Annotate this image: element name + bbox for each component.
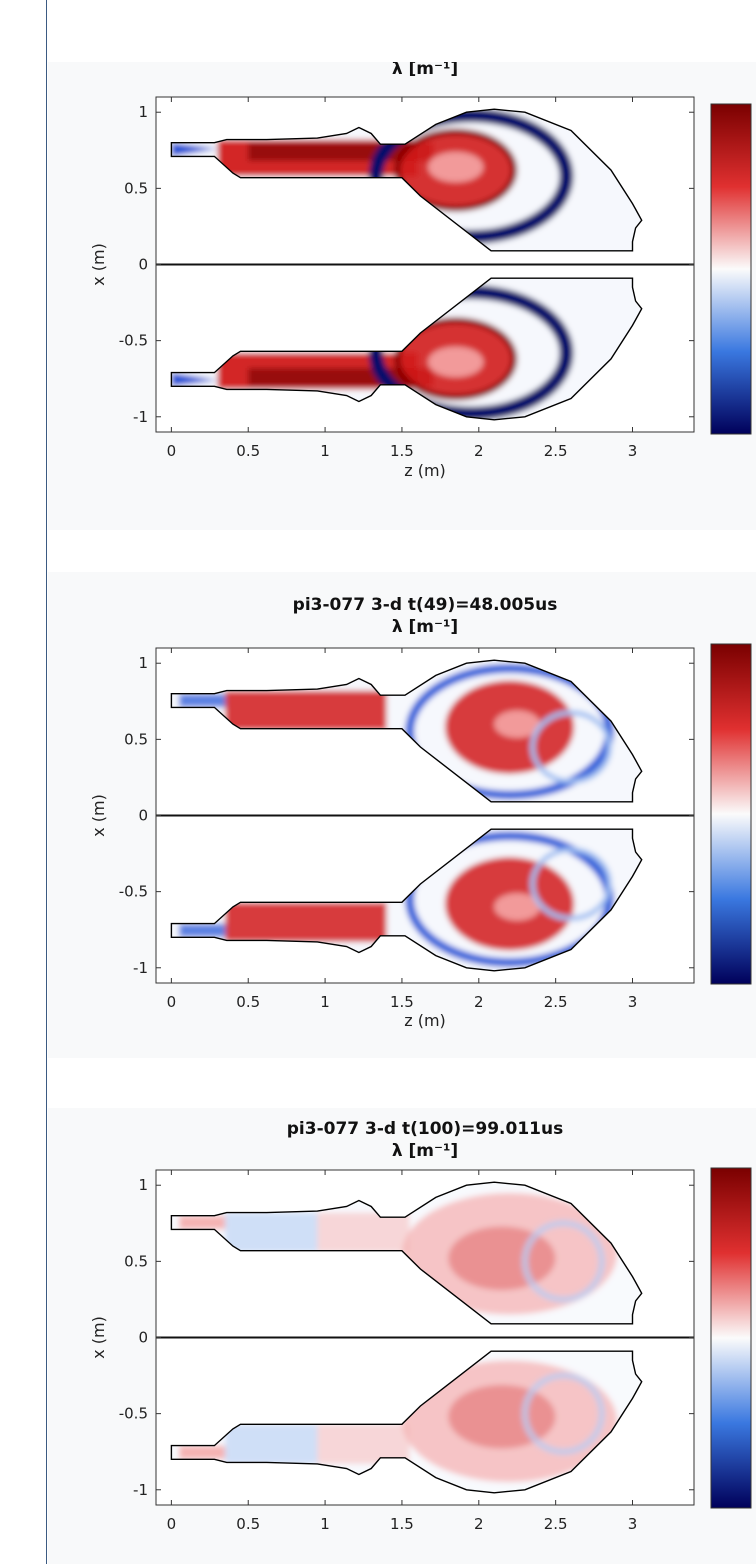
inlet-blue	[179, 693, 226, 708]
y-tick-label: 0	[138, 807, 148, 825]
x-tick-label: 2.5	[544, 993, 568, 1011]
spheromak-core	[428, 346, 484, 378]
secondary-shell	[530, 847, 612, 921]
y-tick-label: -1	[133, 408, 148, 426]
x-tick-label: 2	[474, 1515, 484, 1533]
y-axis-label: x (m)	[89, 1316, 108, 1359]
y-tick-label: 0.5	[124, 730, 148, 748]
colorbar	[710, 643, 752, 985]
chart-title: pi3-077 3-d t(49)=48.005us	[293, 595, 558, 615]
x-tick-label: 1.5	[390, 442, 414, 460]
chart-title: pi3-077 3-d t(100)=99.011us	[287, 1119, 563, 1139]
heatmap-chart-2: 0 0.5 1 1.5 2 2.5 3 1 0.5 0 -0.5 -1 pi3-077 3-d t(49…	[89, 595, 752, 1030]
gun-jet	[225, 690, 387, 731]
y-tick-label: -1	[133, 1481, 148, 1499]
gun-blue	[225, 1212, 318, 1253]
x-tick-label: 3	[628, 1515, 638, 1533]
y-tick-label: -0.5	[119, 1405, 148, 1423]
y-tick-label: 1	[138, 654, 148, 672]
x-tick-label: 2.5	[544, 442, 568, 460]
gun-red	[317, 1212, 410, 1253]
spheromak-core	[448, 1384, 556, 1449]
x-tick-label: 1	[320, 1515, 330, 1533]
spheromak-ring	[394, 317, 518, 401]
colorbar	[710, 103, 752, 435]
y-tick-label: 0	[138, 256, 148, 274]
spheromak-ring	[394, 128, 518, 212]
spheromak-core	[494, 710, 541, 738]
secondary-shell	[530, 710, 612, 784]
x-tick-label: 3	[628, 442, 638, 460]
upper-half-outline	[170, 1181, 643, 1325]
gun-jet	[225, 902, 387, 942]
x-axis-label: z (m)	[404, 1011, 446, 1030]
y-tick-label: -0.5	[119, 332, 148, 350]
y-tick-label: 0.5	[124, 1252, 148, 1270]
x-tick-label: 0.5	[236, 993, 260, 1011]
chart-panel-2: 0 0.5 1 1.5 2 2.5 3 1 0.5 0 -0.5 -1 pi3-077 3-d t(49…	[48, 572, 756, 1058]
colorbar	[710, 1167, 752, 1509]
x-tick-label: 1	[320, 442, 330, 460]
lower-half-outline	[170, 828, 643, 972]
upper-half-outline	[170, 659, 643, 803]
upper-half-outline	[170, 108, 643, 252]
x-tick-label: 0	[167, 1515, 177, 1533]
y-tick-label: 0	[138, 1329, 148, 1347]
inlet-blue	[171, 142, 218, 157]
blue-ring	[521, 1220, 605, 1303]
y-tick-label: -0.5	[119, 883, 148, 901]
x-tick-label: 0.5	[236, 1515, 260, 1533]
y-axis-label: x (m)	[89, 794, 108, 837]
x-tick-label: 2.5	[544, 1515, 568, 1533]
left-border	[0, 0, 47, 1564]
lower-half-outline	[170, 1350, 643, 1494]
x-tick-label: 0	[167, 993, 177, 1011]
y-axis-label: x (m)	[89, 243, 108, 286]
inlet-red	[179, 1445, 226, 1460]
inlet-blue	[179, 923, 226, 938]
y-tick-label: 1	[138, 103, 148, 121]
x-axis-label: z (m)	[404, 461, 446, 480]
x-tick-label: 0	[167, 442, 177, 460]
chart-subtitle: λ [m⁻¹]	[392, 617, 458, 637]
y-tick-label: 0.5	[124, 179, 148, 197]
blue-ring	[521, 1372, 605, 1455]
x-tick-label: 2	[474, 993, 484, 1011]
y-tick-label: -1	[133, 959, 148, 977]
x-tick-label: 1.5	[390, 993, 414, 1011]
spheromak-core	[494, 893, 541, 921]
chart-subtitle: λ [m⁻¹]	[392, 1141, 458, 1161]
blue-shell	[405, 663, 614, 800]
inlet-blue	[171, 372, 218, 387]
x-tick-label: 0.5	[236, 442, 260, 460]
inlet-red	[179, 1215, 226, 1230]
chart-panel-3: 0 0.5 1 1.5 2 2.5 3 1 0.5 0 -0.5 -1 pi3-077 3-d t(10…	[48, 1108, 756, 1564]
x-tick-label: 1.5	[390, 1515, 414, 1533]
spheromak-core	[428, 151, 484, 183]
gun-blue	[225, 1424, 318, 1464]
blue-shell	[405, 831, 614, 968]
x-tick-label: 3	[628, 993, 638, 1011]
spheromak-core	[448, 1226, 556, 1291]
heatmap-chart-3: 0 0.5 1 1.5 2 2.5 3 1 0.5 0 -0.5 -1 pi3-077 3-d t(10…	[89, 1119, 752, 1533]
x-tick-label: 1	[320, 993, 330, 1011]
y-tick-label: 1	[138, 1176, 148, 1194]
lower-half-outline	[170, 277, 643, 421]
chart-subtitle: λ [m⁻¹]	[392, 62, 458, 79]
x-tick-label: 2	[474, 442, 484, 460]
